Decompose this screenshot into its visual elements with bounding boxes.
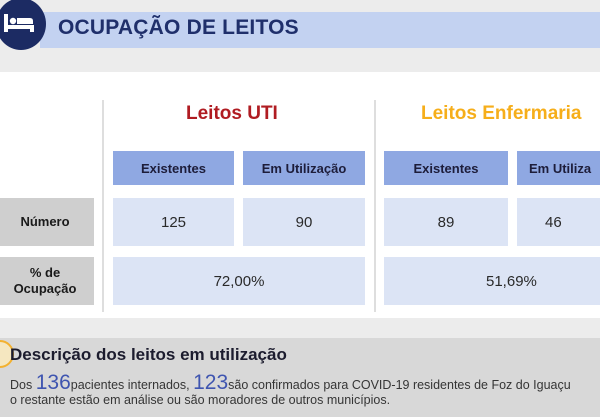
page-title: OCUPAÇÃO DE LEITOS (58, 16, 299, 39)
total-internados: 136 (35, 371, 71, 394)
enfermaria-existentes-header: Existentes (384, 151, 508, 185)
ocupacao-row-label-line1: % de (29, 265, 61, 280)
enfermaria-title: Leitos Enfermaria (421, 103, 582, 124)
enfermaria-existentes-value: 89 (384, 198, 508, 246)
description-text-mid: pacientes internados, (70, 378, 190, 392)
uti-existentes-value: 125 (113, 198, 234, 246)
numero-row-label: Número (0, 198, 94, 246)
bed-icon (4, 14, 34, 32)
column-separator (374, 100, 376, 312)
description-line-1: Dos 136pacientes internados, 123são conf… (10, 371, 571, 395)
enfermaria-utilizacao-value: 46 (517, 198, 600, 246)
uti-utilizacao-header: Em Utilização (243, 151, 365, 185)
enfermaria-ocupacao-value: 51,69% (384, 257, 600, 305)
header-band (40, 12, 600, 48)
column-separator (102, 100, 104, 312)
description-text-before: Dos (10, 378, 33, 392)
ocupacao-row-label: % de Ocupação (0, 257, 94, 305)
description-line-2: o restante estão em análise ou são morad… (10, 393, 391, 407)
header-icon-badge (0, 0, 46, 50)
uti-existentes-header: Existentes (113, 151, 234, 185)
enfermaria-utilizacao-header: Em Utiliza (517, 151, 600, 185)
description-text-after: são confirmados para COVID-19 residentes… (228, 378, 571, 392)
uti-title: Leitos UTI (186, 103, 278, 124)
ocupacao-row-label-line2: Ocupação (13, 281, 77, 296)
confirmados-count: 123 (193, 371, 229, 394)
uti-ocupacao-value: 72,00% (113, 257, 365, 305)
uti-utilizacao-value: 90 (243, 198, 365, 246)
description-title: Descrição dos leitos em utilização (10, 345, 287, 364)
description-band (0, 338, 600, 417)
